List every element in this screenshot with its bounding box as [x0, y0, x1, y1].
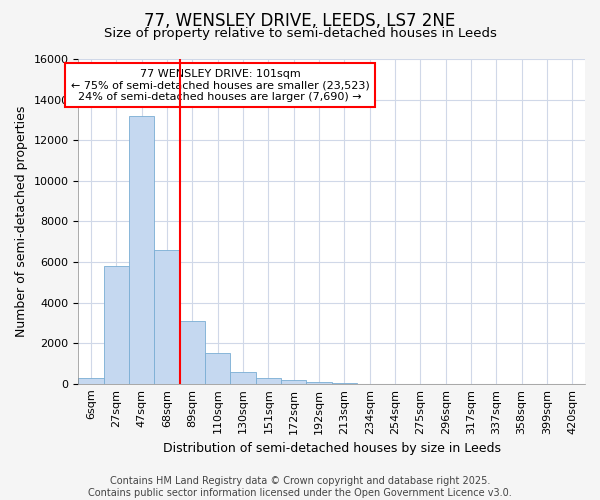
Y-axis label: Number of semi-detached properties: Number of semi-detached properties — [15, 106, 28, 337]
Bar — [154, 250, 180, 384]
Text: Contains HM Land Registry data © Crown copyright and database right 2025.
Contai: Contains HM Land Registry data © Crown c… — [88, 476, 512, 498]
Bar — [332, 383, 357, 384]
Bar — [230, 372, 256, 384]
Text: 77, WENSLEY DRIVE, LEEDS, LS7 2NE: 77, WENSLEY DRIVE, LEEDS, LS7 2NE — [145, 12, 455, 30]
Bar — [281, 380, 307, 384]
Text: 77 WENSLEY DRIVE: 101sqm
← 75% of semi-detached houses are smaller (23,523)
24% : 77 WENSLEY DRIVE: 101sqm ← 75% of semi-d… — [71, 68, 370, 102]
Text: Size of property relative to semi-detached houses in Leeds: Size of property relative to semi-detach… — [104, 28, 496, 40]
Bar — [307, 382, 332, 384]
Bar — [256, 378, 281, 384]
Bar — [180, 321, 205, 384]
X-axis label: Distribution of semi-detached houses by size in Leeds: Distribution of semi-detached houses by … — [163, 442, 501, 455]
Bar — [205, 354, 230, 384]
Bar — [129, 116, 154, 384]
Bar — [79, 378, 104, 384]
Bar — [104, 266, 129, 384]
